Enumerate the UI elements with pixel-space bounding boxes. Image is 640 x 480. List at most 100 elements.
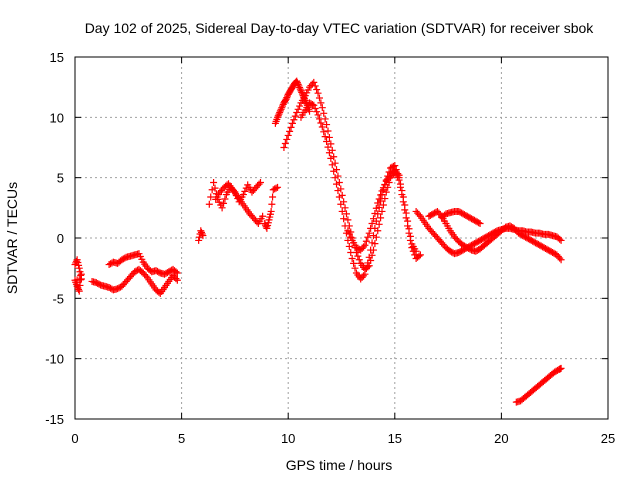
data-point: [172, 268, 180, 276]
data-point: [72, 257, 80, 265]
data-point: [325, 133, 333, 141]
data-point: [255, 180, 263, 188]
data-point: [330, 167, 338, 175]
data-point: [239, 191, 247, 199]
data-point: [378, 187, 386, 195]
data-point: [218, 204, 226, 212]
data-point: [241, 187, 249, 195]
data-point: [287, 123, 295, 131]
data-point: [281, 139, 289, 147]
series-segment-h: [271, 77, 314, 127]
data-point: [286, 127, 294, 135]
data-point: [295, 82, 303, 90]
data-point: [364, 233, 372, 241]
series-segment-b: [88, 265, 181, 298]
data-point: [361, 241, 369, 249]
data-point: [371, 209, 379, 217]
data-point: [283, 135, 291, 143]
data-point: [275, 110, 283, 118]
series-segment-d: [195, 227, 207, 244]
data-point: [377, 214, 385, 222]
data-point: [262, 223, 270, 231]
tick-layer: 0 5 10 15 20 25 -15 -10 -5 0 5 10 15: [45, 50, 615, 446]
data-point: [288, 119, 296, 127]
data-point: [367, 246, 375, 254]
data-point: [259, 212, 267, 220]
data-point: [314, 111, 322, 119]
data-point: [317, 99, 325, 107]
data-point: [377, 191, 385, 199]
data-point: [476, 220, 484, 228]
data-point: [198, 230, 206, 238]
data-point: [360, 243, 368, 251]
data-point: [347, 248, 355, 256]
data-point: [368, 220, 376, 228]
data-point: [402, 209, 410, 217]
data-point: [362, 237, 370, 245]
data-point: [320, 109, 328, 117]
data-point: [315, 115, 323, 123]
x-tick-label: 0: [71, 431, 78, 446]
data-point: [276, 109, 284, 117]
data-point: [327, 154, 335, 162]
data-point: [279, 102, 287, 110]
data-point: [556, 235, 564, 243]
data-point: [296, 84, 304, 92]
data-point: [211, 184, 219, 192]
data-point: [354, 252, 362, 260]
data-point: [280, 144, 288, 151]
data-points-layer: [71, 77, 565, 406]
data-point: [345, 230, 353, 238]
data-point: [338, 207, 346, 215]
data-point: [325, 149, 333, 157]
data-point: [282, 95, 290, 103]
data-point: [75, 264, 83, 272]
data-point: [274, 113, 282, 121]
data-point: [475, 219, 483, 227]
data-point: [267, 207, 275, 215]
y-tick-label: -5: [52, 291, 64, 306]
data-point: [293, 77, 301, 85]
data-point: [290, 116, 298, 124]
data-point: [398, 187, 406, 195]
series-segment-k: [344, 166, 403, 254]
data-point: [415, 211, 423, 219]
data-point: [360, 272, 368, 280]
series-segment-c: [105, 250, 181, 278]
data-point: [272, 184, 280, 192]
data-point: [331, 174, 339, 182]
series-segment-m: [425, 207, 565, 264]
x-tick-label: 25: [601, 431, 615, 446]
y-tick-label: 5: [57, 171, 64, 186]
data-point: [297, 87, 305, 95]
data-point: [318, 123, 326, 131]
data-point: [557, 364, 565, 372]
data-point: [276, 107, 284, 115]
data-point: [344, 216, 352, 224]
data-point: [306, 107, 314, 115]
data-point: [294, 80, 302, 88]
data-point: [220, 199, 228, 207]
data-point: [172, 275, 180, 283]
data-point: [340, 215, 348, 223]
y-tick-label: -10: [45, 352, 64, 367]
data-point: [379, 201, 387, 209]
grid-layer: [75, 57, 608, 419]
data-point: [556, 254, 564, 262]
data-point: [351, 264, 359, 272]
series-segment-o: [512, 364, 565, 406]
data-point: [142, 272, 150, 280]
data-point: [293, 109, 301, 117]
y-axis-title: SDTVAR / TECUs: [4, 182, 20, 294]
data-point: [195, 236, 203, 244]
data-point: [77, 270, 85, 278]
data-point: [308, 100, 316, 108]
data-point: [375, 195, 383, 203]
data-point: [310, 78, 318, 86]
data-point: [294, 105, 302, 113]
data-point: [341, 222, 349, 230]
data-point: [205, 200, 213, 208]
data-point: [284, 131, 292, 139]
data-point: [173, 269, 181, 277]
